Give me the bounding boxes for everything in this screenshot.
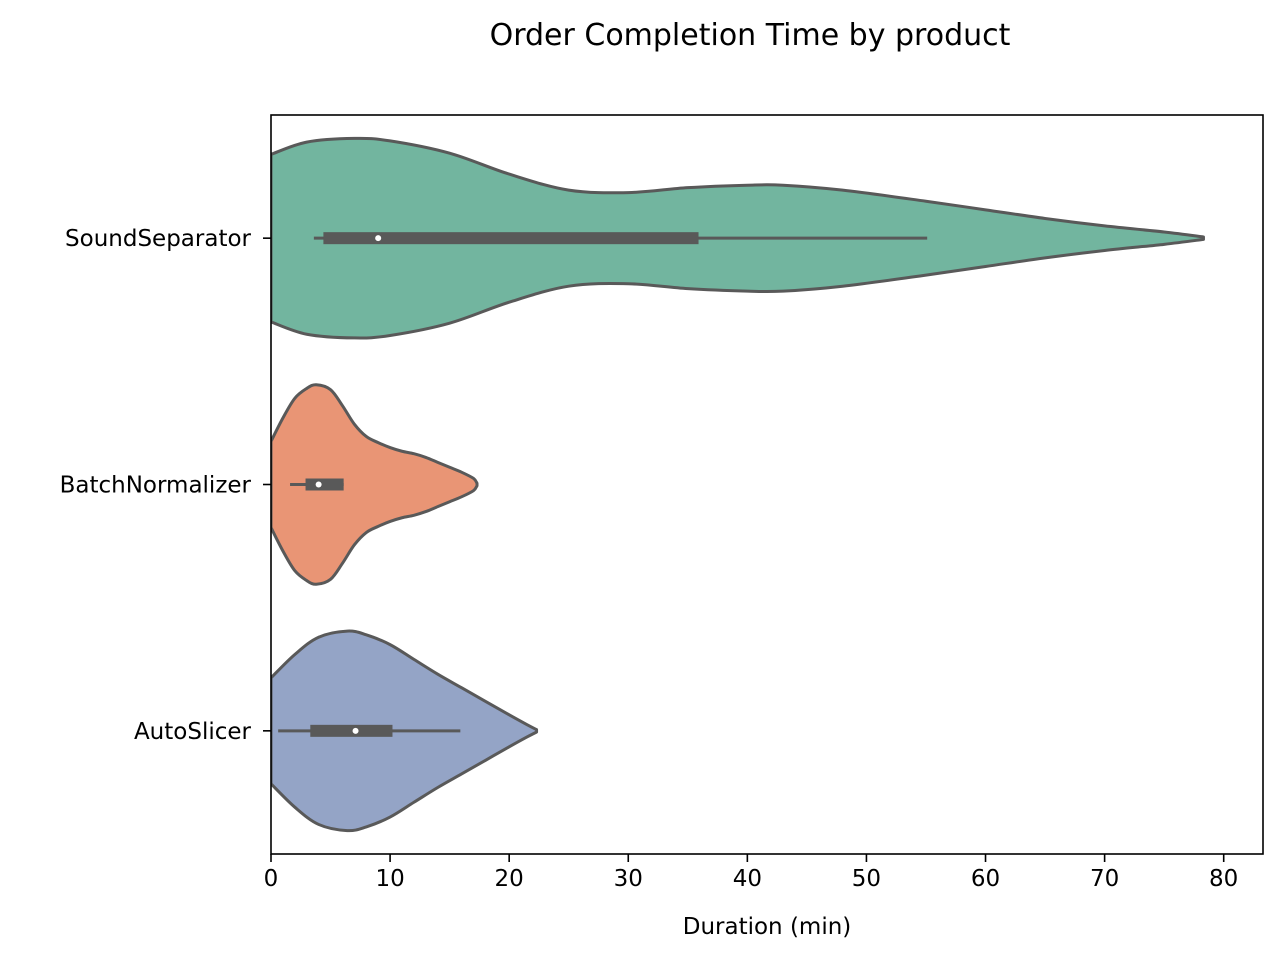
- iqr-box-soundseparator: [323, 232, 699, 245]
- median-marker-batchnormalizer: [315, 481, 322, 488]
- x-axis: 0 10 20 30 40 50 60 70 80: [264, 854, 1238, 892]
- chart-title: Order Completion Time by product: [490, 18, 1011, 53]
- median-marker-soundseparator: [375, 235, 382, 242]
- x-tick-label-70: 70: [1090, 866, 1119, 892]
- y-tick-label-batchnormalizer: BatchNormalizer: [60, 473, 252, 499]
- violin-batchnormalizer: [271, 383, 479, 586]
- y-tick-label-soundseparator: SoundSeparator: [65, 226, 252, 252]
- violin-autoslicer: [271, 629, 539, 833]
- iqr-box-autoslicer: [310, 724, 393, 737]
- iqr-box-batchnormalizer: [305, 478, 344, 491]
- y-axis: SoundSeparator BatchNormalizer AutoSlicer: [60, 226, 271, 745]
- x-tick-label-30: 30: [614, 866, 643, 892]
- x-tick-label-80: 80: [1209, 866, 1238, 892]
- x-tick-label-50: 50: [852, 866, 881, 892]
- y-tick-label-autoslicer: AutoSlicer: [134, 719, 252, 745]
- violins-group: [271, 136, 1205, 833]
- x-tick-label-40: 40: [733, 866, 762, 892]
- violin-soundseparator: [271, 136, 1205, 340]
- median-marker-autoslicer: [352, 727, 359, 734]
- x-axis-label: Duration (min): [683, 914, 852, 940]
- x-tick-label-60: 60: [971, 866, 1000, 892]
- x-tick-label-10: 10: [375, 866, 404, 892]
- x-tick-label-0: 0: [264, 866, 279, 892]
- violin-body-batchnormalizer: [271, 383, 479, 586]
- plot-frame: [270, 114, 1264, 855]
- x-tick-label-20: 20: [495, 866, 524, 892]
